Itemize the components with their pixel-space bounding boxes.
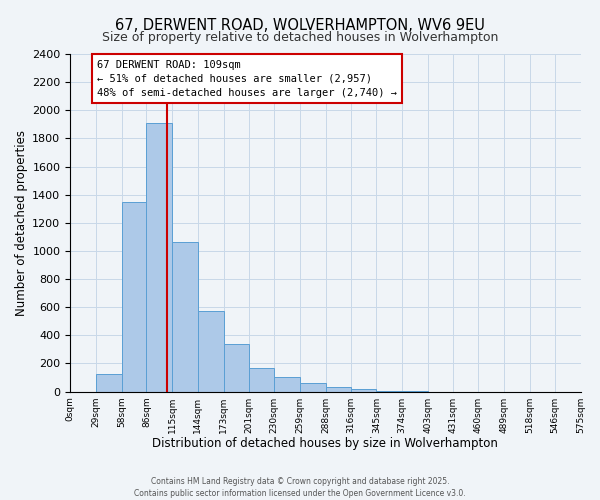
Bar [122,202,146,392]
Text: 67 DERWENT ROAD: 109sqm
← 51% of detached houses are smaller (2,957)
48% of semi: 67 DERWENT ROAD: 109sqm ← 51% of detache… [97,60,397,98]
Bar [300,383,326,392]
Text: Contains HM Land Registry data © Crown copyright and database right 2025.
Contai: Contains HM Land Registry data © Crown c… [134,476,466,498]
Bar [248,368,274,392]
Bar [198,312,224,392]
Bar [224,344,248,392]
Y-axis label: Number of detached properties: Number of detached properties [15,130,28,316]
X-axis label: Distribution of detached houses by size in Wolverhampton: Distribution of detached houses by size … [152,437,498,450]
Bar [326,388,350,392]
Bar [172,242,198,392]
Bar [146,123,172,392]
Text: Size of property relative to detached houses in Wolverhampton: Size of property relative to detached ho… [102,31,498,44]
Text: 67, DERWENT ROAD, WOLVERHAMPTON, WV6 9EU: 67, DERWENT ROAD, WOLVERHAMPTON, WV6 9EU [115,18,485,32]
Bar [274,377,300,392]
Bar [376,391,402,392]
Bar [96,374,122,392]
Bar [350,390,376,392]
